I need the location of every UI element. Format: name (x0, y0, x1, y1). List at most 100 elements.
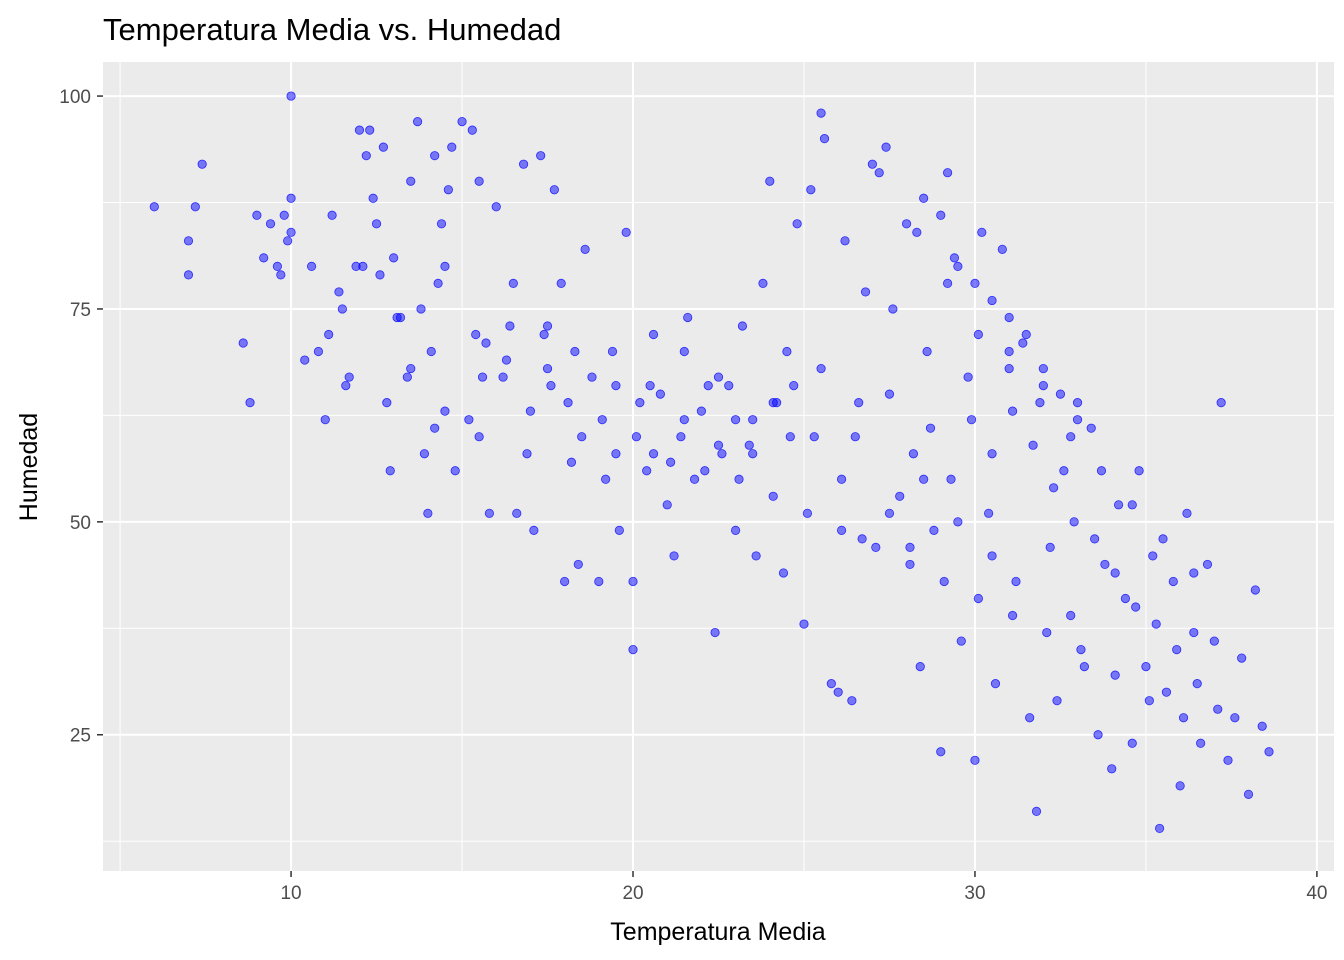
data-point (785, 432, 795, 442)
data-point (245, 398, 255, 408)
data-point (919, 193, 929, 203)
data-point (765, 176, 775, 186)
data-point (789, 380, 799, 391)
data-point (1237, 653, 1247, 663)
data-point (799, 619, 809, 629)
data-point (440, 261, 450, 271)
data-point (1216, 398, 1226, 408)
data-point (748, 449, 758, 459)
data-point (850, 432, 860, 442)
data-point (1004, 363, 1014, 374)
data-point (936, 210, 946, 220)
data-point (809, 432, 819, 442)
data-point (474, 432, 484, 442)
data-point (368, 193, 378, 203)
data-point (857, 534, 867, 544)
data-point (645, 380, 655, 391)
data-point (1148, 551, 1158, 561)
data-point (819, 134, 830, 144)
data-point (700, 466, 710, 476)
data-point (925, 423, 936, 433)
data-point (717, 449, 727, 459)
data-point (566, 457, 577, 467)
data-point (768, 398, 778, 408)
data-point (430, 151, 440, 161)
data-point (1049, 483, 1059, 493)
data-point (710, 627, 720, 638)
data-point (542, 321, 553, 331)
data-point (1209, 636, 1219, 646)
data-point (884, 508, 895, 518)
y-axis-title: Humedad (15, 413, 43, 521)
data-point (1168, 576, 1178, 587)
data-point (973, 329, 983, 340)
data-point (423, 508, 433, 518)
data-point (300, 355, 310, 365)
data-point (782, 346, 792, 357)
data-point (683, 312, 693, 323)
data-point (365, 125, 375, 135)
data-point (943, 168, 953, 178)
data-point (1096, 466, 1107, 476)
data-points (149, 91, 1274, 834)
data-point (354, 125, 365, 135)
data-point (1004, 312, 1014, 323)
data-point (447, 142, 457, 152)
data-point (884, 389, 895, 399)
data-point (1110, 568, 1120, 578)
data-point (1113, 500, 1124, 510)
data-point (1007, 406, 1018, 416)
x-tick-label: 20 (622, 883, 643, 904)
data-point (385, 466, 395, 476)
data-point (977, 227, 987, 237)
data-point (402, 372, 412, 382)
data-point (939, 576, 949, 587)
x-tick-label: 40 (1306, 883, 1327, 904)
data-point (713, 440, 724, 450)
data-point (631, 432, 642, 442)
data-point (197, 159, 207, 169)
data-point (748, 415, 758, 425)
data-point (594, 576, 604, 587)
data-point (1076, 644, 1086, 655)
data-point (1192, 679, 1202, 689)
data-point (713, 372, 724, 382)
data-point (1230, 713, 1240, 723)
data-point (1175, 781, 1185, 791)
data-point (286, 227, 296, 237)
data-point (1055, 389, 1066, 399)
data-point (1250, 585, 1260, 595)
data-point (436, 219, 447, 229)
x-axis-ticks: 10 20 30 40 (280, 871, 1327, 904)
data-point (406, 363, 416, 374)
data-point (1151, 619, 1161, 629)
data-point (378, 142, 388, 152)
data-point (963, 372, 973, 382)
data-point (648, 449, 659, 459)
data-point (696, 406, 707, 416)
data-point (580, 244, 590, 254)
data-point (621, 227, 631, 237)
data-point (518, 159, 529, 169)
data-point (679, 346, 689, 357)
data-point (635, 398, 645, 408)
data-point (895, 491, 905, 501)
data-point (1223, 755, 1233, 765)
data-point (655, 389, 665, 399)
data-point (190, 202, 200, 212)
data-point (816, 363, 826, 374)
data-point (724, 380, 734, 391)
data-point (1110, 670, 1120, 680)
data-point (751, 551, 761, 561)
data-point (183, 270, 194, 280)
data-point (744, 440, 754, 450)
data-point (467, 125, 477, 135)
data-point (1072, 415, 1083, 425)
data-point (1189, 568, 1199, 578)
data-point (778, 568, 789, 578)
data-point (669, 551, 679, 561)
data-point (662, 500, 672, 510)
data-point (1042, 627, 1052, 638)
data-point (416, 304, 426, 314)
data-point (498, 372, 508, 382)
